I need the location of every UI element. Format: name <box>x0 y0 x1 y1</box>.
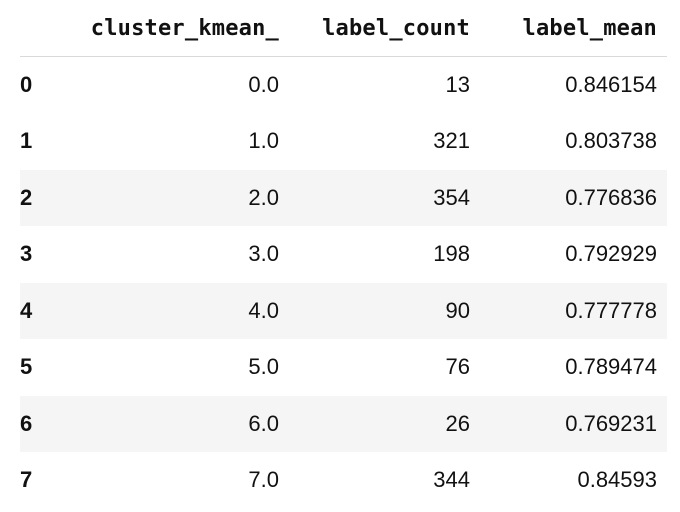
cell-cluster-kmean: 3.0 <box>248 241 279 267</box>
row-index: 5 <box>20 354 33 380</box>
table-row: 2 2.0 354 0.776836 <box>20 169 667 226</box>
cell-label-mean: 0.803738 <box>565 128 657 154</box>
row-index: 7 <box>20 467 33 493</box>
dataframe-output: cluster_kmean_ label_count label_mean 0 … <box>20 0 667 509</box>
table-row: 5 5.0 76 0.789474 <box>20 339 667 396</box>
cell-cluster-kmean: 5.0 <box>248 354 279 380</box>
table-row: 6 6.0 26 0.769231 <box>20 395 667 452</box>
table-row: 0 0.0 13 0.846154 <box>20 57 667 114</box>
column-header-label-count: label_count <box>289 0 480 57</box>
column-header-label-mean: label_mean <box>480 0 667 57</box>
cell-label-mean: 0.789474 <box>565 354 657 380</box>
cell-label-count: 13 <box>445 72 470 97</box>
cell-label-mean: 0.777778 <box>565 297 657 323</box>
cell-label-count: 76 <box>445 354 470 380</box>
table-row: 7 7.0 344 0.84593 <box>20 452 667 509</box>
table-row: 4 4.0 90 0.777778 <box>20 282 667 339</box>
cell-cluster-kmean: 6.0 <box>248 410 279 436</box>
row-index: 4 <box>20 297 33 323</box>
table-row: 1 1.0 321 0.803738 <box>20 113 667 170</box>
cell-cluster-kmean: 2.0 <box>248 184 279 210</box>
cell-label-count: 344 <box>433 467 470 493</box>
dataframe-table: cluster_kmean_ label_count label_mean 0 … <box>20 0 667 509</box>
table-header: cluster_kmean_ label_count label_mean <box>20 0 667 57</box>
cell-label-mean: 0.846154 <box>565 72 657 97</box>
row-index: 3 <box>20 241 33 267</box>
row-index: 2 <box>20 184 33 210</box>
cell-label-count: 26 <box>445 410 470 436</box>
table-body: 0 0.0 13 0.846154 1 1.0 321 0.803738 2 2… <box>20 57 667 509</box>
cell-label-mean: 0.84593 <box>577 467 657 493</box>
cell-cluster-kmean: 0.0 <box>248 72 279 97</box>
row-index: 1 <box>20 128 33 154</box>
cell-label-count: 321 <box>433 128 470 154</box>
table-row: 3 3.0 198 0.792929 <box>20 226 667 283</box>
column-header-cluster-kmean: cluster_kmean_ <box>68 0 289 57</box>
index-header <box>20 0 68 57</box>
cell-cluster-kmean: 1.0 <box>248 128 279 154</box>
cell-label-mean: 0.792929 <box>565 241 657 267</box>
cell-label-count: 354 <box>433 184 470 210</box>
cell-cluster-kmean: 7.0 <box>248 467 279 493</box>
row-index: 6 <box>20 410 33 436</box>
cell-label-mean: 0.776836 <box>565 184 657 210</box>
row-index: 0 <box>20 72 33 97</box>
cell-label-count: 198 <box>433 241 470 267</box>
cell-label-mean: 0.769231 <box>565 410 657 436</box>
cell-label-count: 90 <box>445 297 470 323</box>
cell-cluster-kmean: 4.0 <box>248 297 279 323</box>
header-row: cluster_kmean_ label_count label_mean <box>20 0 667 57</box>
